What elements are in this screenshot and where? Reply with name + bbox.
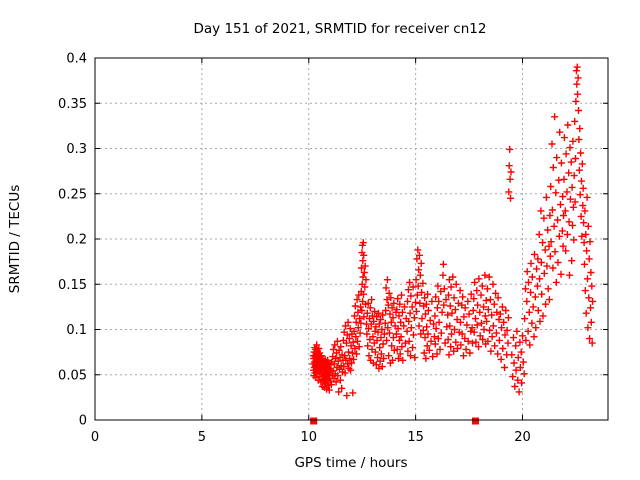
y-tick-label: 0.35 (58, 97, 87, 112)
y-tick-label: 0.05 (58, 368, 87, 383)
y-axis-label: SRMTID / TECUs (7, 185, 23, 293)
plot-border (94, 57, 609, 421)
y-tick-label: 0.3 (66, 142, 87, 157)
data-points (309, 63, 597, 425)
y-tick-label: 0.2 (66, 233, 87, 248)
x-axis-label: GPS time / hours (294, 455, 407, 471)
x-tick-label: 5 (198, 430, 206, 445)
grid-line-path (95, 58, 608, 420)
y-tick-label: 0.4 (66, 52, 87, 67)
y-tick-label: 0 (79, 414, 87, 429)
x-tick-label: 15 (407, 430, 424, 445)
x-tick-label: 0 (91, 430, 99, 445)
x-tick-label: 20 (514, 430, 531, 445)
x-tick-label: 10 (300, 430, 317, 445)
scatter-plus-markers (309, 63, 597, 400)
chart-title: Day 151 of 2021, SRMTID for receiver cn1… (194, 21, 487, 37)
grid-lines (95, 58, 608, 420)
y-tick-label: 0.15 (58, 278, 87, 293)
y-tick-label: 0.1 (66, 323, 87, 338)
axis-square-marker (471, 417, 479, 425)
y-tick-label: 0.25 (58, 187, 87, 202)
axes-and-ticks (94, 57, 609, 421)
axis-square-marker (310, 417, 318, 425)
tick-labels: 0 5 10 15 20 0 0.05 0.1 0.15 0.2 0.25 0.3 0.35 0.4 (58, 52, 531, 446)
